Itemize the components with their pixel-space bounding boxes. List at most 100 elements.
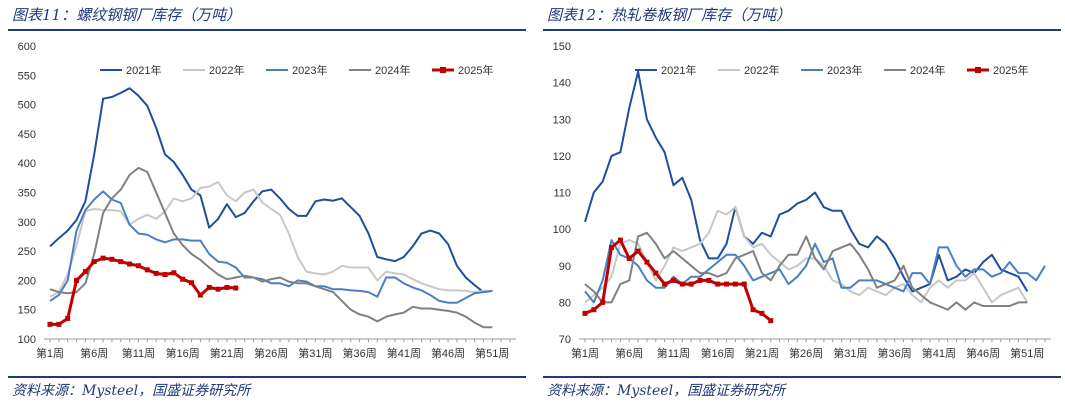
- series-point: [162, 272, 168, 278]
- x-tick-label: 第6周: [615, 346, 643, 360]
- x-tick-label: 第16周: [701, 346, 735, 360]
- series-point: [670, 277, 676, 283]
- y-tick-label: 70: [559, 334, 571, 346]
- series-point: [600, 299, 606, 305]
- series-point: [233, 285, 239, 291]
- series-point: [591, 307, 597, 313]
- x-tick-label: 第36周: [877, 346, 911, 360]
- title-rule: [8, 29, 526, 31]
- series-point: [127, 261, 133, 267]
- x-tick-label: 第1周: [571, 346, 599, 360]
- legend-label: 2021年: [661, 63, 696, 77]
- legend-label: 2021年: [126, 63, 161, 77]
- series-point: [617, 237, 623, 243]
- series-point: [759, 310, 765, 316]
- series-point: [662, 281, 668, 287]
- series-line-2025年: [584, 238, 772, 322]
- series-point: [56, 321, 62, 327]
- y-tick-label: 80: [559, 297, 571, 309]
- x-tick-label: 第1周: [36, 346, 64, 360]
- x-tick-label: 第26周: [789, 346, 823, 360]
- x-tick-label: 第36周: [342, 346, 376, 360]
- x-tick-label: 第6周: [80, 346, 108, 360]
- y-tick-label: 150: [553, 41, 571, 53]
- series-point: [118, 259, 124, 265]
- series-point: [144, 267, 150, 273]
- x-tick-label: 第31周: [833, 346, 867, 360]
- x-tick-label: 第16周: [166, 346, 200, 360]
- series-line-2024年: [49, 166, 493, 329]
- legend-label: 2024年: [910, 63, 945, 77]
- series-point: [653, 270, 659, 276]
- y-tick-label: 110: [553, 188, 571, 200]
- source-rule: [543, 376, 1061, 378]
- series-point: [100, 255, 106, 261]
- series-point: [189, 280, 195, 286]
- y-tick-label: 400: [18, 158, 36, 170]
- series-point: [135, 263, 141, 269]
- x-tick-label: 第21周: [745, 346, 779, 360]
- y-tick-label: 100: [18, 334, 36, 346]
- series-point: [706, 277, 712, 283]
- series-point: [732, 281, 738, 287]
- x-tick-label: 第41周: [922, 346, 956, 360]
- series-point: [635, 248, 641, 254]
- x-tick-label: 第46周: [966, 346, 1000, 360]
- series-point: [47, 321, 53, 327]
- series-line-2022年: [49, 181, 493, 298]
- chart-title: 图表12：热轧卷板钢厂库存（万吨）: [547, 6, 792, 24]
- series-point: [215, 286, 221, 292]
- series-point: [609, 244, 615, 250]
- series-point: [688, 281, 694, 287]
- series-point: [582, 310, 588, 316]
- series-point: [626, 255, 632, 261]
- x-tick-label: 第11周: [122, 346, 155, 360]
- legend-label: 2025年: [458, 63, 493, 77]
- legend-marker: [975, 67, 981, 73]
- series-point: [750, 307, 756, 313]
- series-line-2023年: [584, 239, 1046, 304]
- series-point: [153, 270, 159, 276]
- x-tick-label: 第21周: [210, 346, 244, 360]
- chart-panel-rebar: 图表11：螺纹钢钢厂库存（万吨） 100 150 200 250 300 350 400 45…: [0, 0, 526, 405]
- title-rule: [543, 29, 1061, 31]
- y-tick-label: 100: [553, 224, 571, 236]
- series-point: [180, 276, 186, 282]
- y-tick-label: 500: [18, 100, 36, 112]
- y-tick-label: 450: [18, 129, 36, 141]
- y-tick-label: 200: [18, 275, 36, 287]
- x-tick-label: 第51周: [1010, 346, 1044, 360]
- y-tick-label: 150: [18, 305, 36, 317]
- series-point: [91, 259, 97, 265]
- series-point: [171, 270, 177, 276]
- legend-label: 2022年: [744, 63, 779, 77]
- y-tick-label: 550: [18, 70, 36, 82]
- series-point: [206, 284, 212, 290]
- chart-rebar-inventory: 100150200250300350400450500550600第1周 第6周第…: [18, 41, 516, 360]
- y-tick-label: 120: [553, 151, 571, 163]
- series-point: [741, 281, 747, 287]
- series-line-2021年: [584, 70, 1029, 293]
- source-rule: [8, 376, 526, 378]
- legend-marker: [440, 67, 446, 73]
- legend-label: 2023年: [827, 63, 862, 77]
- chart-panel-hot-rolled: 图表12：热轧卷板钢厂库存（万吨） 70 80 90 100 110 120 130 140 1…: [535, 0, 1061, 405]
- legend-label: 2025年: [993, 63, 1028, 77]
- x-tick-label: 第51周: [475, 346, 509, 360]
- x-tick-label: 第41周: [387, 346, 421, 360]
- series-line-2024年: [584, 231, 1028, 311]
- series-point: [724, 281, 730, 287]
- chart-title: 图表11：螺纹钢钢厂库存（万吨）: [12, 6, 242, 24]
- y-tick-label: 250: [18, 246, 36, 258]
- series-line-2025年: [50, 256, 236, 326]
- y-tick-label: 600: [18, 41, 36, 53]
- y-tick-label: 90: [559, 261, 571, 273]
- legend-label: 2023年: [292, 63, 327, 77]
- series-point: [768, 318, 774, 324]
- x-tick-label: 第11周: [657, 346, 690, 360]
- series-point: [224, 284, 230, 290]
- source-note: 资料来源：Mysteel，国盛证券研究所: [12, 383, 251, 399]
- series-point: [679, 281, 685, 287]
- legend-label: 2022年: [209, 63, 244, 77]
